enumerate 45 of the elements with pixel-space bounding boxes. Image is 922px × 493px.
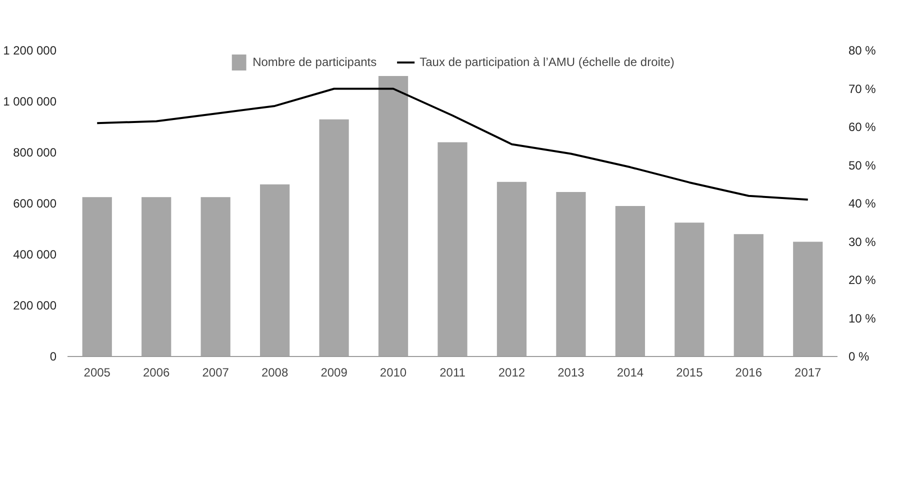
bar (200, 197, 230, 356)
y-tick-label: 600 000 (13, 196, 57, 210)
bar (319, 119, 349, 356)
x-tick-label: 2009 (320, 366, 348, 380)
bar (734, 234, 764, 356)
x-tick-label: 2006 (143, 366, 170, 380)
x-tick-label: 2016 (735, 366, 762, 380)
bar (260, 184, 290, 356)
y2-tick-label: 50 % (848, 158, 876, 172)
bar (556, 192, 586, 356)
y2-tick-label: 30 % (848, 234, 876, 249)
bar (496, 182, 527, 356)
y2-tick-label: 70 % (848, 82, 876, 96)
y2-tick-label: 20 % (848, 273, 876, 287)
x-tick-label: 2010 (380, 366, 407, 380)
x-tick-label: 2005 (84, 366, 111, 380)
y2-tick-label: 80 % (848, 44, 876, 58)
x-tick-label: 2012 (498, 366, 526, 380)
line-series (96, 88, 809, 201)
x-tick-label: 2014 (616, 366, 644, 380)
y-tick-label: 200 000 (13, 298, 57, 312)
bar (82, 197, 112, 356)
y2-tick-label: 0 % (848, 350, 870, 364)
x-tick-label: 2007 (202, 366, 230, 380)
legend-label: Nombre de participants (252, 55, 377, 69)
x-tick-label: 2008 (261, 366, 288, 380)
y-tick-label: 0 (50, 350, 57, 364)
bar (378, 76, 408, 356)
bar (674, 222, 704, 356)
x-tick-label: 2011 (440, 366, 466, 380)
x-tick-label: 2013 (558, 366, 585, 380)
y2-tick-label: 60 % (848, 120, 876, 134)
y2-tick-label: 40 % (848, 196, 876, 210)
bar (793, 242, 823, 356)
bar (615, 206, 645, 356)
bar (438, 142, 468, 356)
legend-label: Taux de participation à l’AMU (échelle de droite) (420, 55, 674, 69)
y-tick-label: 800 000 (13, 146, 57, 160)
y-tick-label: 1 000 000 (3, 94, 57, 108)
y-tick-label: 1 200 000 (3, 44, 57, 58)
y2-tick-label: 10 % (848, 311, 876, 326)
x-tick-label: 2015 (676, 366, 704, 380)
bar (142, 197, 172, 356)
y-tick-label: 400 000 (13, 248, 57, 262)
x-tick-label: 2017 (794, 366, 822, 380)
